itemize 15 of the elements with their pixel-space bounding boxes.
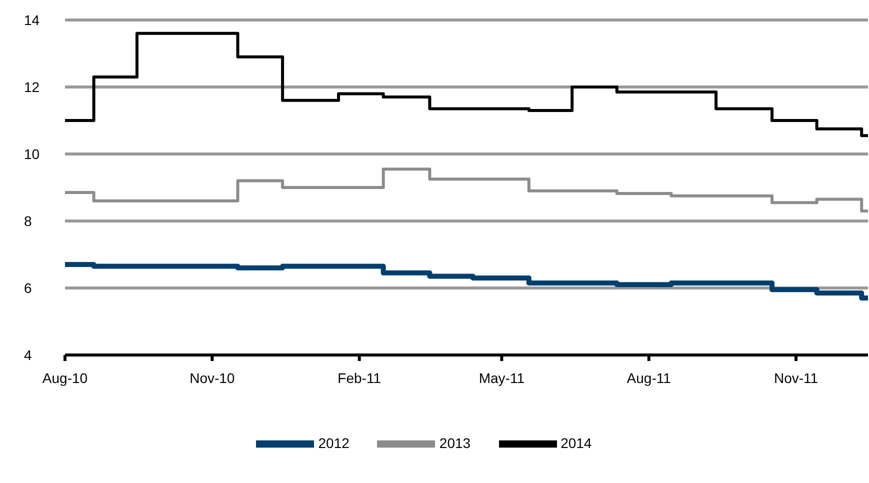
legend-label: 2013 [439,434,471,451]
y-tick-label: 8 [24,212,32,229]
x-tick-label: Nov-10 [190,370,235,386]
x-tick-label: Aug-11 [626,370,672,386]
x-tick-label: Feb-11 [338,370,382,386]
y-tick-label: 12 [24,78,40,95]
y-tick-label: 6 [24,280,32,296]
legend-label: 2014 [560,434,592,451]
x-tick-label: May-11 [478,370,525,386]
y-tick-label: 10 [24,146,40,162]
y-tick-label: 4 [24,346,32,363]
x-tick-label: Nov-11 [774,370,818,386]
legend-label: 2012 [318,434,350,451]
y-tick-label: 14 [24,12,40,28]
x-tick-label: Aug-10 [42,370,88,386]
